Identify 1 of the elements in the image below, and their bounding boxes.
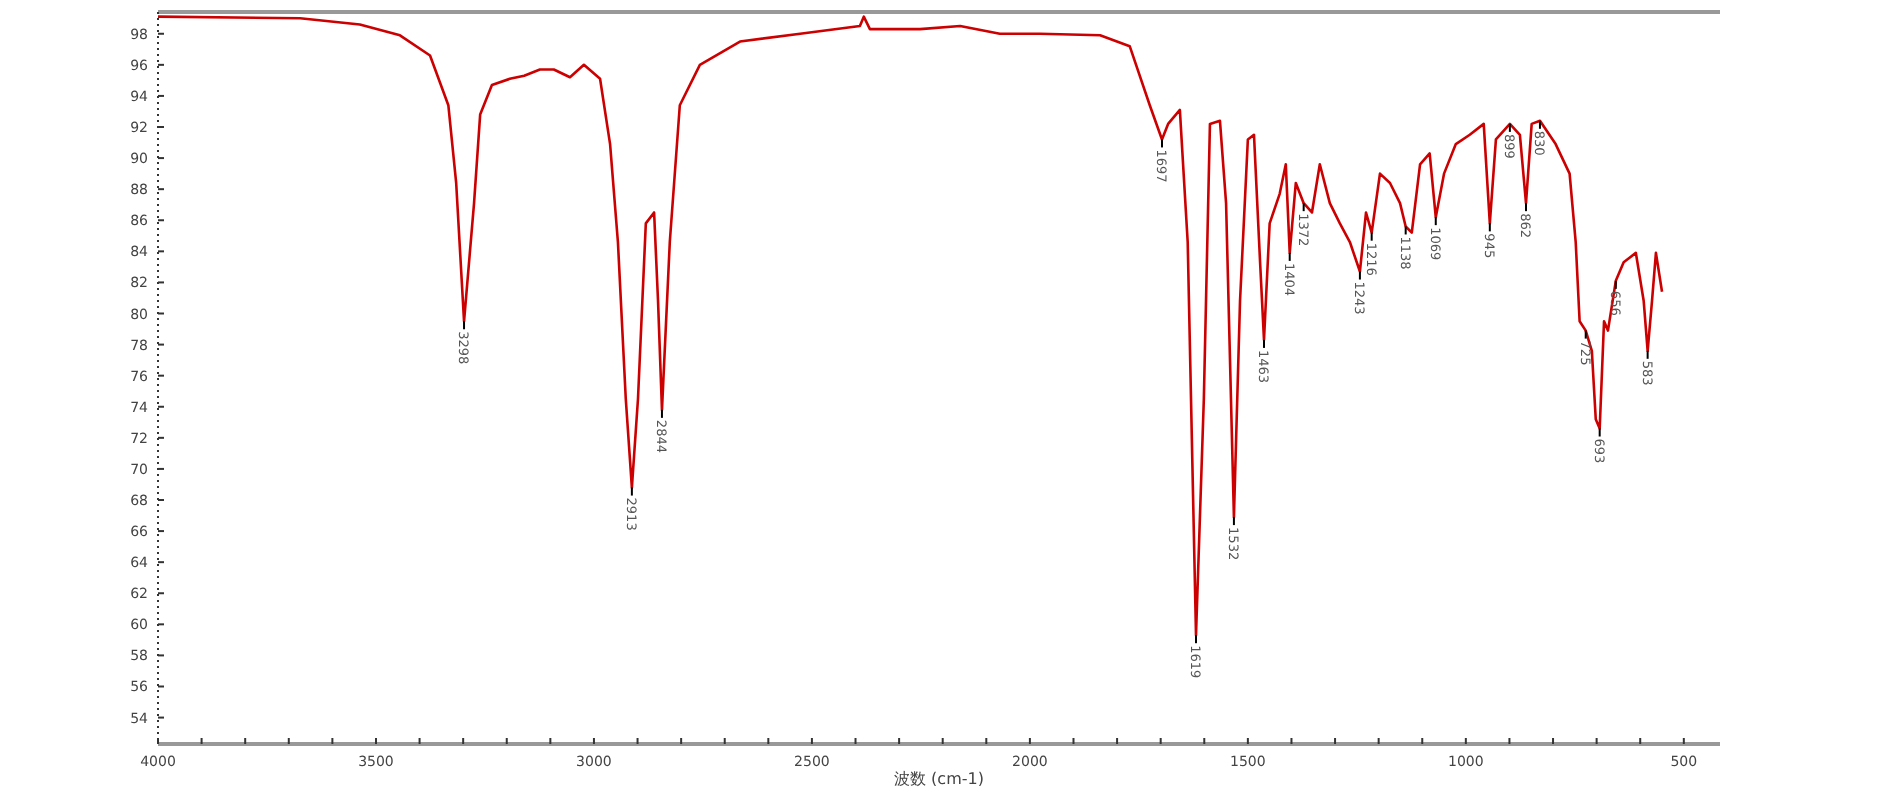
x-axis-title: 波数 (cm-1) [894, 770, 984, 788]
